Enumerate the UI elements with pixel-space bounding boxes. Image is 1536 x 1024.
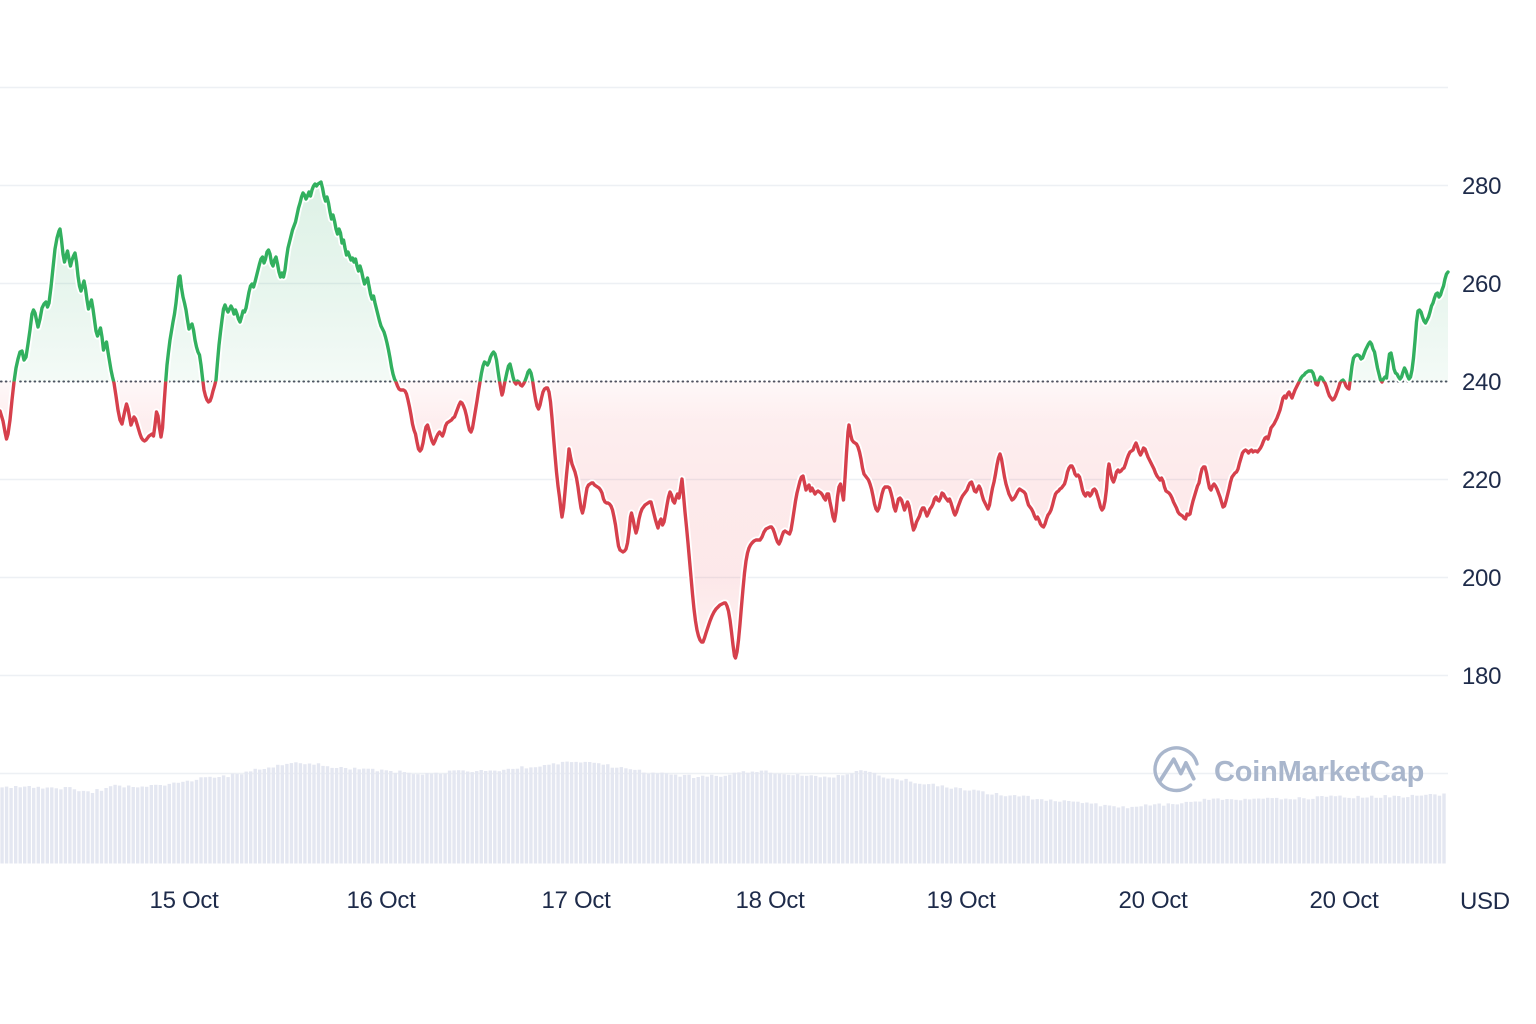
svg-text:17 Oct: 17 Oct xyxy=(542,887,612,914)
svg-text:200: 200 xyxy=(1462,565,1501,592)
svg-text:180: 180 xyxy=(1462,663,1501,690)
svg-text:18 Oct: 18 Oct xyxy=(736,887,806,914)
svg-text:20 Oct: 20 Oct xyxy=(1310,887,1380,914)
svg-text:CoinMarketCap: CoinMarketCap xyxy=(1214,756,1424,788)
svg-text:USD: USD xyxy=(1460,888,1510,915)
svg-text:280: 280 xyxy=(1462,173,1501,200)
svg-text:19 Oct: 19 Oct xyxy=(927,887,997,914)
svg-text:220: 220 xyxy=(1462,467,1501,494)
svg-text:20 Oct: 20 Oct xyxy=(1119,887,1189,914)
svg-text:15 Oct: 15 Oct xyxy=(150,887,220,914)
svg-text:240: 240 xyxy=(1462,369,1501,396)
svg-text:260: 260 xyxy=(1462,271,1501,298)
svg-text:16 Oct: 16 Oct xyxy=(347,887,417,914)
